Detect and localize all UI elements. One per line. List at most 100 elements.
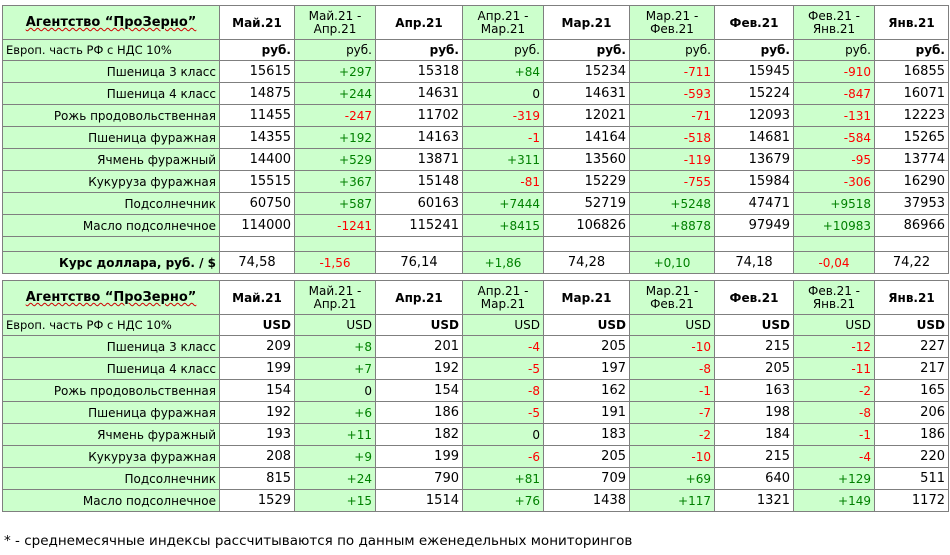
- column-header: Мар.21 - Фев.21: [629, 5, 715, 40]
- change-cell: -119: [629, 148, 715, 171]
- change-cell: -11: [793, 357, 875, 380]
- change-cell: +11: [294, 423, 376, 446]
- price-cell: 15945: [714, 60, 794, 83]
- column-header: Апр.21: [375, 280, 463, 315]
- change-cell: -755: [629, 170, 715, 193]
- change-cell: -593: [629, 82, 715, 105]
- price-cell: 14631: [543, 82, 630, 105]
- price-cell: 215: [714, 445, 794, 468]
- change-cell: -306: [793, 170, 875, 193]
- change-cell: +117: [629, 489, 715, 512]
- price-cell: 192: [375, 357, 463, 380]
- column-header: Май.21 - Апр.21: [294, 280, 376, 315]
- price-cell: 205: [714, 357, 794, 380]
- price-cell: 206: [874, 401, 949, 424]
- table-row: Пшеница фуражная 14355 +192 14163 -1 14164 -51…: [2, 126, 949, 149]
- change-cell: +244: [294, 82, 376, 105]
- price-cell: 1514: [375, 489, 463, 512]
- column-header: Фев.21 - Янв.21: [793, 5, 875, 40]
- price-cell: 13560: [543, 148, 630, 171]
- change-cell: -1: [462, 126, 544, 149]
- change-cell: -81: [462, 170, 544, 193]
- commodity-name: Кукуруза фуражная: [2, 170, 220, 193]
- table-row: Пшеница 3 класс 15615 +297 15318 +84 15234 -71…: [2, 60, 949, 83]
- change-cell: +367: [294, 170, 376, 193]
- change-cell: -4: [793, 445, 875, 468]
- change-cell: +7: [294, 357, 376, 380]
- price-cell: 14164: [543, 126, 630, 149]
- table-row: Ячмень фуражный 14400 +529 13871 +311 13560 -1…: [2, 148, 949, 171]
- table-row: Пшеница 4 класс 14875 +244 14631 0 14631 -593 1…: [2, 82, 949, 105]
- price-cell: 192: [219, 401, 295, 424]
- unit-label-text: Европ. часть РФ с НДС 10%: [6, 43, 172, 57]
- change-cell: +587: [294, 192, 376, 215]
- table-row: Кукуруза фуражная 15515 +367 15148 -81 15229-…: [2, 170, 949, 193]
- price-cell: 14631: [375, 82, 463, 105]
- column-header: Янв.21: [874, 5, 949, 40]
- column-header: Мар.21: [543, 5, 630, 40]
- exchange-rate-cell: 74,58: [219, 251, 295, 274]
- unit-cell: руб.: [543, 39, 630, 61]
- change-cell: +81: [462, 467, 544, 490]
- price-cell: 201: [375, 335, 463, 358]
- spacer-cell: [2, 236, 220, 252]
- price-cell: 205: [543, 335, 630, 358]
- column-header: Фев.21 - Янв.21: [793, 280, 875, 315]
- change-cell: +69: [629, 467, 715, 490]
- exchange-rate-cell: +1,86: [462, 251, 544, 274]
- table-row: Подсолнечник 60750 +587 60163 +7444 52719 +524…: [2, 192, 949, 215]
- price-cell: 208: [219, 445, 295, 468]
- unit-cell: руб.: [462, 39, 544, 61]
- change-cell: +129: [793, 467, 875, 490]
- change-cell: -131: [793, 104, 875, 127]
- unit-cell: руб.: [793, 39, 875, 61]
- change-cell: -2: [629, 423, 715, 446]
- price-cell: 106826: [543, 214, 630, 237]
- price-cell: 197: [543, 357, 630, 380]
- change-cell: -5: [462, 357, 544, 380]
- change-cell: -1241: [294, 214, 376, 237]
- exchange-rate-row: Курс доллара, руб. / $74,58 -1,56 76,14 +1,…: [2, 251, 949, 274]
- price-cell: 162: [543, 379, 630, 402]
- change-cell: -247: [294, 104, 376, 127]
- price-cell: 163: [714, 379, 794, 402]
- commodity-name: Пшеница фуражная: [2, 126, 220, 149]
- price-cell: 15234: [543, 60, 630, 83]
- price-cell: 14355: [219, 126, 295, 149]
- price-cell: 14681: [714, 126, 794, 149]
- price-cell: 199: [219, 357, 295, 380]
- unit-cell: USD: [543, 314, 630, 336]
- unit-cell: руб.: [294, 39, 376, 61]
- table-row: Пшеница 3 класс 209 +8 201 -4 205 -10 215 -12 227: [2, 335, 949, 358]
- table-row: Масло подсолнечное 1529 +15 1514 +76 1438 +117…: [2, 489, 949, 512]
- change-cell: +192: [294, 126, 376, 149]
- price-cell: 15615: [219, 60, 295, 83]
- price-cell: 191: [543, 401, 630, 424]
- price-cell: 198: [714, 401, 794, 424]
- price-cell: 709: [543, 467, 630, 490]
- exchange-rate-cell: -0,04: [793, 251, 875, 274]
- rub_section-unit-row: Европ. часть РФ с НДС 10% руб. руб. руб. руб…: [2, 39, 949, 61]
- price-cell: 14400: [219, 148, 295, 171]
- change-cell: +5248: [629, 192, 715, 215]
- change-cell: +10983: [793, 214, 875, 237]
- commodity-name: Пшеница 4 класс: [2, 82, 220, 105]
- unit-cell: USD: [874, 314, 949, 336]
- price-cell: 1321: [714, 489, 794, 512]
- price-cell: 182: [375, 423, 463, 446]
- change-cell: -5: [462, 401, 544, 424]
- change-cell: -95: [793, 148, 875, 171]
- price-cell: 114000: [219, 214, 295, 237]
- unit-cell: руб.: [219, 39, 295, 61]
- unit-cell: USD: [294, 314, 376, 336]
- change-cell: -8: [629, 357, 715, 380]
- price-cell: 193: [219, 423, 295, 446]
- price-cell: 217: [874, 357, 949, 380]
- change-cell: -518: [629, 126, 715, 149]
- change-cell: -910: [793, 60, 875, 83]
- commodity-name: Рожь продовольственная: [2, 379, 220, 402]
- agency-title: Агентство “ПроЗерно”: [2, 280, 220, 315]
- change-cell: -12: [793, 335, 875, 358]
- table-row: Подсолнечник 815 +24 790 +81 709 +69 640 +129 511: [2, 467, 949, 490]
- price-cell: 15224: [714, 82, 794, 105]
